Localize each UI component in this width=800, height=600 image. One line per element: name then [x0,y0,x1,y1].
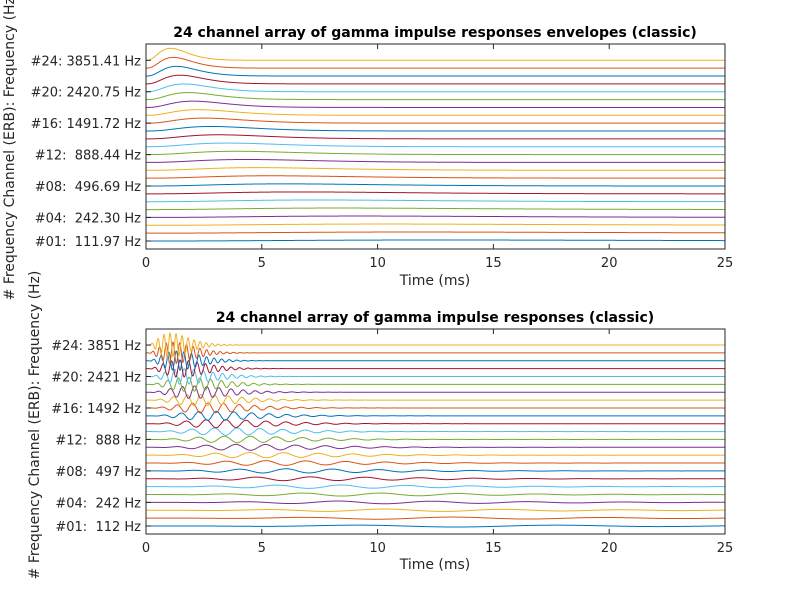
channel-line-21 [146,359,725,378]
y-tick-label: #04: 242.30 Hz [35,211,141,226]
channel-line-1 [146,239,725,242]
x-tick-label: 25 [717,541,734,556]
axes-box [145,328,726,535]
top-chart-title: 24 channel array of gamma impulse respon… [173,25,697,41]
bottom-axes: 24 channel array of gamma impulse respon… [27,271,733,580]
channel-line-20 [146,368,725,385]
channel-line-2 [146,516,725,520]
bottom-y-axis-label: # Frequency Channel (ERB): Frequency (Hz… [27,271,43,580]
channel-line-1 [146,524,725,528]
top-axes: 24 channel array of gamma impulse respon… [2,0,733,300]
y-tick-label: #04: 242 Hz [55,496,141,511]
x-tick-label: 15 [485,256,502,271]
x-tick-label: 20 [601,256,618,271]
channel-line-20 [146,83,725,93]
channel-line-15 [146,125,725,132]
channel-line-23 [146,341,725,365]
y-tick-label: #16: 1491.72 Hz [31,117,142,132]
bottom-chart-title: 24 channel array of gamma impulse respon… [216,310,654,326]
channel-line-24 [146,331,725,358]
channel-line-14 [146,419,725,429]
y-tick-label: #08: 497 Hz [55,465,141,480]
channel-line-19 [146,376,725,392]
y-tick-label: #16: 1492 Hz [51,402,141,417]
channel-line-19 [146,92,725,101]
y-tick-label: #12: 888.44 Hz [35,149,141,164]
channel-line-11 [146,443,725,451]
x-tick-label: 20 [601,541,618,556]
x-tick-label: 5 [258,541,266,556]
x-tick-label: 10 [369,256,386,271]
channel-line-8 [146,468,725,474]
channel-line-7 [146,191,725,195]
channel-line-15 [146,410,725,421]
channel-line-9 [146,460,725,466]
channel-line-13 [146,427,725,436]
x-tick-label: 0 [142,541,150,556]
y-tick-label: #24: 3851.41 Hz [31,54,142,69]
channel-line-11 [146,158,725,163]
channel-line-2 [146,231,725,234]
channel-line-22 [146,65,725,77]
channel-line-5 [146,207,726,211]
channel-line-6 [146,484,725,489]
y-tick-label: #08: 496.69 Hz [35,180,141,195]
top-y-axis-label: # Frequency Channel (ERB): Frequency (Hz… [2,0,18,300]
y-tick-label: #20: 2421 Hz [51,370,141,385]
y-tick-label: #01: 111.97 Hz [35,235,141,250]
x-tick-label: 10 [369,541,386,556]
x-tick-label: 5 [258,256,266,271]
channel-line-12 [146,435,725,444]
channel-line-23 [146,56,725,69]
y-tick-label: #01: 112 Hz [55,520,141,535]
channel-line-21 [146,74,725,85]
channel-line-24 [146,47,725,61]
channel-line-10 [146,452,725,459]
y-tick-label: #24: 3851 Hz [51,339,141,354]
channel-line-3 [146,223,725,226]
channel-line-13 [146,142,725,148]
channel-line-8 [146,183,725,187]
channel-line-4 [146,215,725,218]
channel-line-6 [146,199,725,203]
channel-line-3 [146,508,726,512]
axes-box [145,43,726,250]
channel-line-14 [146,134,725,140]
channel-line-16 [146,402,725,414]
channel-line-16 [146,117,725,124]
top-x-axis-label: Time (ms) [399,273,471,289]
channel-line-17 [146,109,725,116]
y-tick-label: #20: 2420.75 Hz [31,86,142,101]
channel-line-4 [146,500,725,505]
channel-line-22 [146,350,725,371]
channel-line-9 [146,175,725,179]
channel-line-18 [146,385,725,399]
channel-line-18 [146,100,725,108]
channel-line-10 [146,167,725,171]
channel-line-12 [146,150,725,156]
x-tick-label: 15 [485,541,502,556]
y-tick-label: #12: 888 Hz [55,433,141,448]
channel-line-17 [146,393,725,407]
channel-line-7 [146,476,725,482]
x-tick-label: 25 [717,256,734,271]
bottom-x-axis-label: Time (ms) [399,557,471,573]
x-tick-label: 0 [142,256,150,271]
channel-line-5 [146,492,725,497]
